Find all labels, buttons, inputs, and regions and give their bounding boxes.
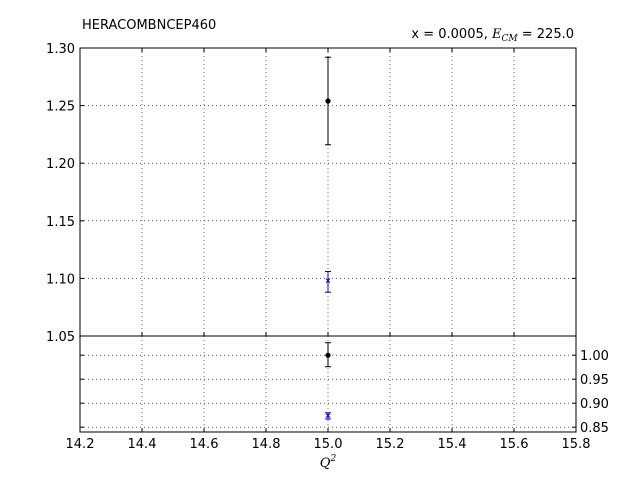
ratio-point <box>325 413 331 419</box>
top-point <box>325 98 331 104</box>
ratio-point <box>325 352 331 358</box>
top-y-tick-label: 1.05 <box>46 330 75 345</box>
x-tick-label: 15.6 <box>500 437 529 452</box>
x-tick-label: 15.0 <box>314 437 343 452</box>
x-tick-label: 14.4 <box>128 437 157 452</box>
x-tick-label: 15.8 <box>562 437 591 452</box>
x-tick-label: 14.2 <box>66 437 95 452</box>
xlabel-sup: 2 <box>329 454 336 464</box>
top-y-tick-label: 1.10 <box>46 272 75 287</box>
subtitle-suffix: = 225.0 <box>518 27 574 42</box>
top-y-tick-label: 1.30 <box>46 42 75 57</box>
subtitle-var: E <box>491 27 502 42</box>
chart-title: HERACOMBNCEP460 <box>82 18 216 33</box>
xlabel-var: Q <box>320 456 331 471</box>
bottom-data-marks <box>325 342 331 420</box>
top-y-tick-label: 1.20 <box>46 157 75 172</box>
top-point <box>325 278 331 284</box>
x-tick-label: 15.2 <box>376 437 405 452</box>
bottom-y-tick-label: 0.85 <box>580 421 609 436</box>
x-tick-label: 14.8 <box>252 437 281 452</box>
x-axis-label: Q2 <box>320 454 337 471</box>
subtitle-prefix: x = 0.0005, <box>411 27 492 42</box>
x-ticks: 14.2 14.4 14.6 14.8 15.0 15.2 15.4 15.6 15.8 <box>66 48 591 452</box>
bottom-y-tick-label: 0.90 <box>580 397 609 412</box>
x-tick-label: 14.6 <box>190 437 219 452</box>
chart-subtitle: x = 0.0005, ECM = 225.0 <box>411 27 574 44</box>
top-y-ticks: 1.05 1.10 1.15 1.20 1.25 1.30 <box>46 42 576 345</box>
top-data-marks <box>325 56 331 293</box>
x-tick-label: 15.4 <box>438 437 467 452</box>
subtitle-sub: CM <box>502 34 519 44</box>
top-y-tick-label: 1.15 <box>46 215 75 230</box>
bottom-y-tick-label: 1.00 <box>580 349 609 364</box>
top-y-tick-label: 1.25 <box>46 100 75 115</box>
bottom-y-ticks: 0.85 0.90 0.95 1.00 <box>80 349 609 436</box>
bottom-y-tick-label: 0.95 <box>580 373 609 388</box>
